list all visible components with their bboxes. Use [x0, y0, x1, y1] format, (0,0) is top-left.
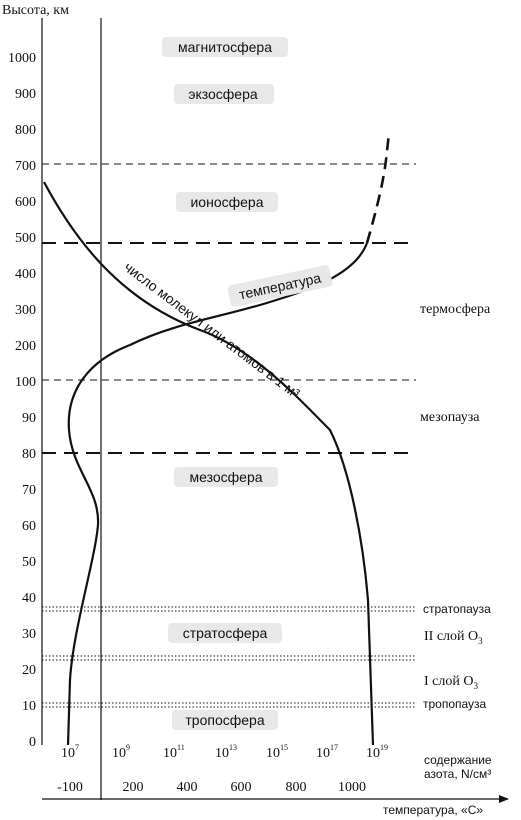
nitrogen-tick-9: 109	[112, 743, 130, 761]
nitrogen-tick-17-exp: 17	[330, 743, 338, 752]
layer-ionosphere: ионосфера	[190, 194, 263, 210]
y-tick-50: 50	[22, 555, 36, 570]
nitrogen-axis-label-line2: азота, N/см³	[424, 767, 491, 781]
y-tick-60: 60	[22, 519, 36, 534]
y-tick-600: 600	[15, 195, 36, 210]
temperature-curve	[66, 242, 369, 746]
y-tick-1000: 1000	[8, 51, 36, 66]
y-tick-200: 200	[15, 339, 36, 354]
exosphere-highlight	[174, 84, 274, 104]
nitrogen-tick-13: 1013	[215, 743, 237, 761]
ozone-layer-2-subscript: 3	[478, 636, 483, 646]
temperature-curve-label: температура	[238, 269, 323, 302]
layer-mesosphere: мезосфера	[189, 469, 262, 485]
ozone-layer-2-label: II слой O3	[424, 629, 483, 646]
stratopause-label: стратопауза	[423, 602, 491, 616]
nitrogen-tick-7-exp: 7	[75, 743, 79, 752]
temperature-curve-extrapolated	[365, 132, 391, 244]
y-tick-900: 900	[15, 87, 36, 102]
ozone-layer-1-label: I слой O3	[424, 674, 478, 691]
nitrogen-tick-7-base: 10	[61, 746, 75, 761]
y-axis-label: Высота, км	[2, 3, 69, 18]
nitrogen-tick-15-exp: 15	[280, 743, 288, 752]
nitrogen-tick-13-base: 10	[215, 746, 229, 761]
y-tick-400: 400	[15, 267, 36, 282]
nitrogen-tick-15-base: 10	[266, 746, 280, 761]
y-tick-20: 20	[22, 663, 36, 678]
temp-tick-800: 800	[286, 780, 307, 795]
temperature-label-highlight	[227, 265, 333, 307]
nitrogen-tick-9-base: 10	[112, 746, 126, 761]
mesopause-label: мезопауза	[420, 410, 480, 425]
nitrogen-axis-ticks: 107 109 1011 1013 1015 1017 1019	[61, 743, 388, 761]
layer-stratosphere: стратосфера	[183, 625, 268, 641]
y-tick-30: 30	[22, 627, 36, 642]
y-tick-100: 100	[15, 375, 36, 390]
nitrogen-tick-15: 1015	[266, 743, 288, 761]
temp-tick-minus100: -100	[57, 780, 83, 795]
y-tick-800: 800	[15, 123, 36, 138]
ozone-layer-1-subscript: 3	[473, 681, 478, 691]
y-tick-10: 10	[22, 699, 36, 714]
stratosphere-highlight	[168, 623, 282, 643]
nitrogen-tick-17: 1017	[316, 743, 338, 761]
temperature-axis-arrow	[499, 795, 509, 803]
nitrogen-tick-19-exp: 19	[380, 743, 388, 752]
layer-troposphere: тропосфера	[185, 712, 264, 728]
temp-tick-400: 400	[177, 780, 198, 795]
y-tick-90: 90	[22, 411, 36, 426]
y-tick-500: 500	[15, 231, 36, 246]
y-tick-300: 300	[15, 303, 36, 318]
nitrogen-tick-19-base: 10	[366, 746, 380, 761]
thermosphere-label: термосфера	[420, 302, 491, 317]
molecules-curve	[43, 181, 375, 746]
mesosphere-highlight	[174, 467, 278, 487]
temp-tick-600: 600	[231, 780, 252, 795]
temp-tick-1000: 1000	[338, 780, 366, 795]
y-tick-700: 700	[15, 159, 36, 174]
temperature-axis-ticks: -100 200 400 600 800 1000	[57, 780, 366, 795]
nitrogen-tick-17-base: 10	[316, 746, 330, 761]
tropopause-label: тропопауза	[423, 697, 487, 711]
nitrogen-tick-19: 1019	[366, 743, 388, 761]
nitrogen-axis-label-line1: содержание	[424, 753, 492, 767]
ozone-layer-1-text: I слой O	[424, 674, 473, 689]
nitrogen-tick-11-base: 10	[163, 746, 177, 761]
y-tick-70: 70	[22, 483, 36, 498]
y-tick-40: 40	[22, 591, 36, 606]
temp-tick-200: 200	[123, 780, 144, 795]
layer-magnetosphere: магнитосфера	[178, 39, 272, 55]
layer-exosphere: экзосфера	[188, 86, 258, 102]
y-tick-0: 0	[29, 735, 36, 750]
nitrogen-tick-7: 107	[61, 743, 79, 761]
ionosphere-highlight	[176, 192, 278, 212]
nitrogen-tick-11-exp: 11	[177, 743, 185, 752]
nitrogen-tick-13-exp: 13	[229, 743, 237, 752]
nitrogen-tick-9-exp: 9	[126, 743, 130, 752]
nitrogen-tick-11: 1011	[163, 743, 185, 761]
temperature-axis-label: температура, «С»	[383, 803, 483, 817]
y-axis-ticks: 0 10 20 30 40 50 60 70 80 90 100 200 300…	[8, 51, 36, 750]
troposphere-highlight	[172, 710, 278, 730]
y-tick-80: 80	[22, 447, 36, 462]
magnetosphere-highlight	[162, 37, 288, 57]
ozone-layer-2-text: II слой O	[424, 629, 478, 644]
